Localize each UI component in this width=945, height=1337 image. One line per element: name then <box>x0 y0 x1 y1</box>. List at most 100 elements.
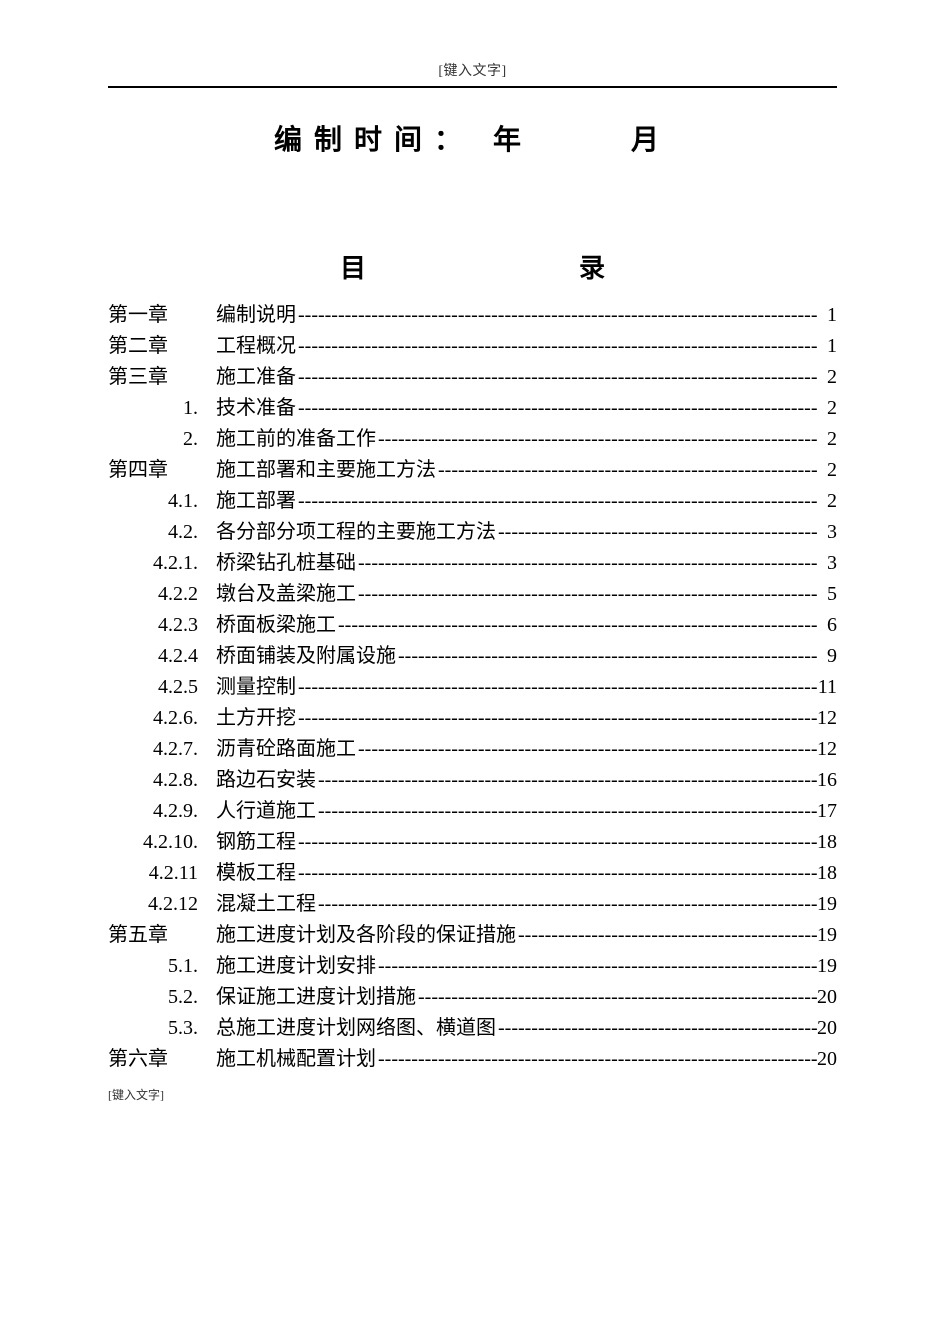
compile-time-heading: 编制时间： 年 月 <box>108 118 837 158</box>
toc-row: 5.2.保证施工进度计划措施20 <box>108 981 837 1012</box>
toc-page-number: 6 <box>817 615 837 635</box>
toc-leader <box>316 801 817 821</box>
toc-page-number: 19 <box>817 925 837 945</box>
toc-label: 桥梁钻孔桩基础 <box>216 553 356 573</box>
toc-page-number: 1 <box>817 336 837 356</box>
toc-page-number: 18 <box>817 863 837 883</box>
toc-label: 施工准备 <box>216 367 296 387</box>
heading-month-label: 月 <box>631 125 671 156</box>
toc-row: 4.1. 施工部署2 <box>108 485 837 516</box>
heading-prefix: 编制时间： <box>274 125 474 156</box>
toc-prefix: 5.3. <box>108 1018 216 1038</box>
toc-leader <box>436 460 817 480</box>
toc-page-number: 3 <box>817 522 837 542</box>
toc-prefix: 4.2.10. <box>108 832 216 852</box>
toc-row: 4.2.12混凝土工程19 <box>108 888 837 919</box>
toc-prefix: 1. <box>108 398 216 418</box>
toc-page-number: 12 <box>817 708 837 728</box>
toc-label: 沥青砼路面施工 <box>216 739 356 759</box>
toc-leader <box>336 615 817 635</box>
toc-label: 路边石安装 <box>216 770 316 790</box>
toc-prefix: 4.2.9. <box>108 801 216 821</box>
toc-prefix: 4.2.7. <box>108 739 216 759</box>
toc-prefix: 4.2. <box>108 522 216 542</box>
toc-label: 人行道施工 <box>216 801 316 821</box>
toc-title-left: 目 <box>340 254 366 283</box>
toc-page-number: 5 <box>817 584 837 604</box>
toc-page-number: 9 <box>817 646 837 666</box>
toc-row: 4.2.10.钢筋工程 18 <box>108 826 837 857</box>
toc-row: 第五章施工进度计划及各阶段的保证措施 19 <box>108 919 837 950</box>
toc-label: 施工机械配置计划 <box>216 1049 376 1069</box>
toc-title-right: 录 <box>579 254 605 283</box>
header-rule <box>108 86 837 88</box>
toc-leader <box>396 646 817 666</box>
toc-label: 总施工进度计划网络图、横道图 <box>216 1018 496 1038</box>
toc-page-number: 20 <box>817 1018 837 1038</box>
toc-prefix: 5.1. <box>108 956 216 976</box>
toc-label: 编制说明 <box>216 305 296 325</box>
toc-row: 第二章工程概况 1 <box>108 330 837 361</box>
toc-page-number: 11 <box>817 677 837 697</box>
toc-row: 1.技术准备 2 <box>108 392 837 423</box>
toc-row: 5.1.施工进度计划安排19 <box>108 950 837 981</box>
toc-label: 测量控制 <box>216 677 296 697</box>
toc-label: 模板工程 <box>216 863 296 883</box>
toc-page-number: 18 <box>817 832 837 852</box>
toc-leader <box>296 367 817 387</box>
toc-page-number: 12 <box>817 739 837 759</box>
toc-label: 技术准备 <box>216 398 296 418</box>
toc-leader <box>376 1049 817 1069</box>
toc-row: 第一章编制说明1 <box>108 299 837 330</box>
toc-leader <box>356 584 817 604</box>
toc-page-number: 2 <box>817 429 837 449</box>
toc-label: 施工进度计划及各阶段的保证措施 <box>216 925 516 945</box>
toc-page-number: 2 <box>817 491 837 511</box>
toc-row: 4.2.各分部分项工程的主要施工方法3 <box>108 516 837 547</box>
toc-title: 目 录 <box>108 248 837 285</box>
toc-row: 5.3.总施工进度计划网络图、横道图 20 <box>108 1012 837 1043</box>
toc-label: 桥面板梁施工 <box>216 615 336 635</box>
toc-page-number: 2 <box>817 398 837 418</box>
toc-leader <box>296 708 817 728</box>
toc-prefix: 5.2. <box>108 987 216 1007</box>
toc-row: 4.2.4桥面铺装及附属设施9 <box>108 640 837 671</box>
table-of-contents: 第一章编制说明1第二章工程概况1第三章施工准备21.技术准备22.施工前的准备工… <box>108 299 837 1074</box>
toc-leader <box>516 925 817 945</box>
toc-page-number: 2 <box>817 367 837 387</box>
toc-page-number: 20 <box>817 1049 837 1069</box>
toc-page-number: 19 <box>817 894 837 914</box>
toc-label: 工程概况 <box>216 336 296 356</box>
toc-leader <box>316 770 817 790</box>
toc-label: 混凝土工程 <box>216 894 316 914</box>
toc-prefix: 第二章 <box>108 336 216 356</box>
toc-leader <box>376 956 817 976</box>
toc-row: 4.2.1.桥梁钻孔桩基础3 <box>108 547 837 578</box>
toc-row: 4.2.5测量控制11 <box>108 671 837 702</box>
toc-prefix: 第六章 <box>108 1049 216 1069</box>
toc-label: 保证施工进度计划措施 <box>216 987 416 1007</box>
toc-label: 墩台及盖梁施工 <box>216 584 356 604</box>
toc-row: 第四章施工部署和主要施工方法2 <box>108 454 837 485</box>
toc-page-number: 17 <box>817 801 837 821</box>
toc-row: 4.2.9.人行道施工 17 <box>108 795 837 826</box>
heading-year-label: 年 <box>493 125 533 156</box>
toc-prefix: 第五章 <box>108 925 216 945</box>
toc-prefix: 4.2.8. <box>108 770 216 790</box>
toc-prefix: 4.2.11 <box>108 863 216 883</box>
toc-prefix: 第一章 <box>108 305 216 325</box>
toc-page-number: 3 <box>817 553 837 573</box>
toc-leader <box>496 1018 817 1038</box>
toc-row: 2.施工前的准备工作 2 <box>108 423 837 454</box>
toc-row: 4.2.2墩台及盖梁施工5 <box>108 578 837 609</box>
toc-label: 施工部署 <box>216 491 296 511</box>
toc-prefix: 第四章 <box>108 460 216 480</box>
toc-label: 施工前的准备工作 <box>216 429 376 449</box>
toc-label: 钢筋工程 <box>216 832 296 852</box>
toc-prefix: 2. <box>108 429 216 449</box>
toc-row: 第六章施工机械配置计划 20 <box>108 1043 837 1074</box>
toc-label: 桥面铺装及附属设施 <box>216 646 396 666</box>
toc-row: 4.2.11模板工程 18 <box>108 857 837 888</box>
toc-leader <box>296 863 817 883</box>
toc-leader <box>496 522 817 542</box>
